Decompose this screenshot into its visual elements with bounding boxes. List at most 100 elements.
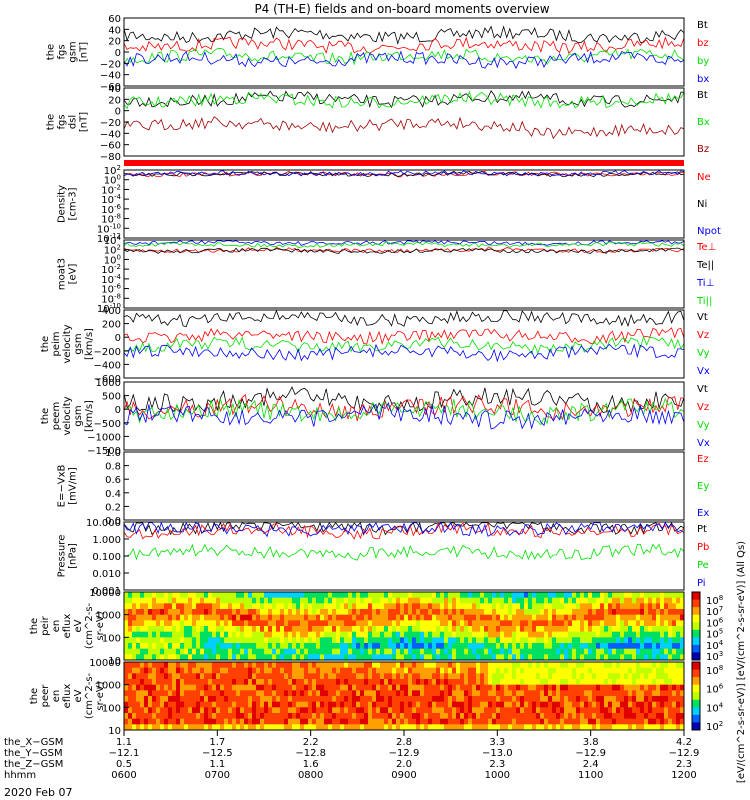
heatmap-cell [204, 662, 209, 669]
heatmap-cell [556, 643, 561, 650]
heatmap-cell [640, 662, 645, 669]
heatmap-cell [472, 626, 477, 633]
heatmap-cell [412, 614, 417, 621]
heatmap-cell [580, 614, 585, 621]
heatmap-cell [620, 662, 625, 669]
heatmap-cell [536, 643, 541, 650]
heatmap-cell [452, 724, 457, 731]
heatmap-cell [492, 690, 497, 697]
heatmap-cell [404, 667, 409, 674]
heatmap-cell [160, 724, 165, 731]
heatmap-cell [648, 667, 653, 674]
heatmap-cell [188, 620, 193, 627]
heatmap-cell [560, 614, 565, 621]
heatmap-cell [352, 707, 357, 714]
heatmap-cell [548, 673, 553, 680]
heatmap-cell [632, 679, 637, 686]
heatmap-cell [308, 631, 313, 638]
heatmap-cell [184, 696, 189, 703]
heatmap-cell [164, 654, 169, 661]
heatmap-cell [312, 626, 317, 633]
heatmap-cell [460, 631, 465, 638]
tick-label: 0.100 [92, 552, 121, 563]
heatmap-cell [424, 631, 429, 638]
heatmap-cell [476, 673, 481, 680]
heatmap-cell [524, 631, 529, 638]
heatmap-cell [588, 620, 593, 627]
heatmap-cell [320, 673, 325, 680]
heatmap-cell [284, 718, 289, 725]
heatmap-cell [368, 648, 373, 655]
heatmap-cell [276, 713, 281, 720]
heatmap-cell [516, 684, 521, 691]
heatmap-cell [512, 654, 517, 661]
heatmap-cell [444, 707, 449, 714]
heatmap-cell [376, 603, 381, 610]
heatmap-cell [416, 643, 421, 650]
heatmap-cell [556, 654, 561, 661]
heatmap-cell [320, 614, 325, 621]
heatmap-cell [264, 592, 269, 599]
heatmap-cell [464, 609, 469, 616]
heatmap-cell [292, 724, 297, 731]
heatmap-cell [156, 679, 161, 686]
heatmap-cell [512, 597, 517, 604]
heatmap-cell [536, 609, 541, 616]
heatmap-cell [328, 707, 333, 714]
heatmap-cell [392, 631, 397, 638]
heatmap-cell [520, 609, 525, 616]
heatmap-cell [668, 626, 673, 633]
heatmap-cell [664, 724, 669, 731]
series-line-Npot [123, 170, 685, 177]
y-axis-label: Density[cm-3] [57, 185, 79, 223]
heatmap-cell [432, 662, 437, 669]
heatmap-cell [228, 609, 233, 616]
heatmap-cell [384, 626, 389, 633]
heatmap-cell [264, 609, 269, 616]
heatmap-cell [392, 643, 397, 650]
heatmap-cell [616, 713, 621, 720]
heatmap-cell [208, 724, 213, 731]
heatmap-cell [212, 614, 217, 621]
heatmap-cell [636, 662, 641, 669]
heatmap-cell [496, 631, 501, 638]
heatmap-cell [224, 690, 229, 697]
heatmap-cell [296, 673, 301, 680]
heatmap-cell [536, 626, 541, 633]
heatmap-cell [188, 631, 193, 638]
heatmap-cell [136, 701, 141, 708]
heatmap-cell [628, 631, 633, 638]
heatmap-cell [152, 654, 157, 661]
legend-label: Vt [697, 384, 708, 395]
heatmap-cell [516, 643, 521, 650]
heatmap-cell [488, 597, 493, 604]
heatmap-cell [448, 724, 453, 731]
heatmap-cell [400, 713, 405, 720]
heatmap-cell [248, 696, 253, 703]
heatmap-cell [444, 654, 449, 661]
heatmap-cell [288, 713, 293, 720]
heatmap-cell [672, 614, 677, 621]
heatmap-cell [608, 643, 613, 650]
heatmap-cell [264, 696, 269, 703]
heatmap-cell [552, 701, 557, 708]
heatmap-cell [660, 662, 665, 669]
heatmap-cell [412, 648, 417, 655]
heatmap-cell [276, 626, 281, 633]
heatmap-cell [196, 684, 201, 691]
heatmap-cell [560, 696, 565, 703]
heatmap-cell [124, 673, 129, 680]
heatmap-cell [304, 718, 309, 725]
heatmap-cell [676, 654, 681, 661]
heatmap-cell [268, 701, 273, 708]
heatmap-cell [460, 662, 465, 669]
heatmap-cell [436, 654, 441, 661]
heatmap-cell [372, 662, 377, 669]
heatmap-cell [388, 707, 393, 714]
x-row-label: the_Y−GSM [4, 748, 63, 759]
legend-label: Bz [697, 144, 709, 155]
heatmap-cell [420, 614, 425, 621]
colorbar-swatch [692, 629, 700, 638]
heatmap-cell [156, 690, 161, 697]
heatmap-cell [288, 620, 293, 627]
